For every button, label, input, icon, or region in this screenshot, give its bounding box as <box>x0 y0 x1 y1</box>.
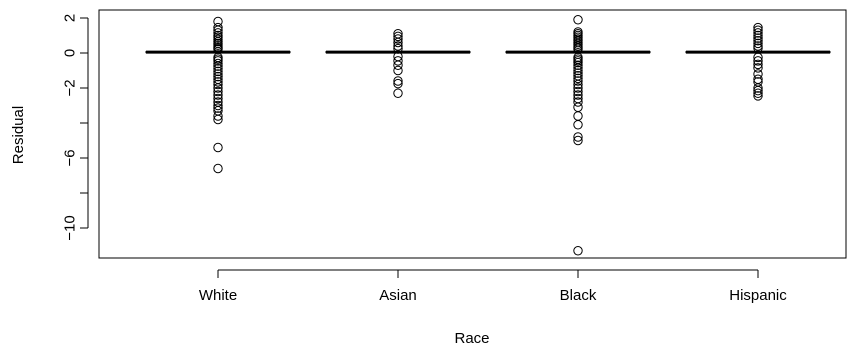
outlier-point <box>213 111 223 121</box>
y-tick-label: 0 <box>62 49 79 57</box>
x-tick-label: Black <box>560 287 597 304</box>
outlier-point <box>213 142 223 153</box>
outlier-point <box>213 83 223 93</box>
outlier-point <box>573 76 583 86</box>
outlier-point <box>213 103 223 113</box>
outlier-point <box>753 33 763 43</box>
outlier-point <box>213 61 223 71</box>
outlier-point <box>753 22 763 33</box>
outlier-point <box>573 57 583 68</box>
outlier-point <box>573 73 583 84</box>
y-tick-label: −10 <box>62 215 79 240</box>
outlier-point <box>753 88 763 98</box>
outlier-point <box>393 56 403 66</box>
outlier-point <box>213 64 223 74</box>
outlier-point <box>213 90 223 100</box>
y-axis: 2 0 −2 −6 −10 <box>62 14 89 241</box>
box-hispanic <box>685 22 831 101</box>
outlier-point <box>393 43 403 54</box>
outlier-point <box>393 76 403 86</box>
outlier-point <box>213 58 223 69</box>
outlier-point <box>753 63 763 73</box>
outlier-point <box>213 86 223 97</box>
x-tick-label: Asian <box>379 287 417 304</box>
box-black <box>505 15 651 256</box>
outlier-point <box>573 68 583 78</box>
outlier-point <box>753 36 763 46</box>
outlier-point <box>213 114 223 125</box>
outlier-point <box>573 135 583 146</box>
outlier-point <box>753 25 763 35</box>
outlier-point <box>213 56 223 66</box>
outlier-point <box>573 120 583 130</box>
outlier-point <box>213 25 223 35</box>
outlier-point <box>213 71 223 82</box>
box-white <box>145 16 291 174</box>
outlier-point <box>573 90 583 100</box>
x-tick-label: White <box>199 287 237 304</box>
outlier-point <box>393 31 403 42</box>
outlier-point <box>753 30 763 41</box>
outlier-point <box>753 38 763 49</box>
outlier-point <box>393 65 403 76</box>
outlier-point <box>753 69 763 79</box>
outlier-point <box>573 65 583 76</box>
outlier-point <box>753 59 763 70</box>
outlier-point <box>573 86 583 97</box>
plot-frame <box>98 9 847 259</box>
outlier-point <box>573 83 583 93</box>
outlier-point <box>753 85 763 96</box>
outlier-point <box>213 69 223 79</box>
box-asian <box>325 29 471 98</box>
outlier-point <box>573 111 583 121</box>
outlier-point <box>213 163 223 174</box>
outlier-point <box>573 60 583 70</box>
outlier-point <box>393 34 403 44</box>
outlier-point <box>573 102 583 112</box>
outlier-point <box>753 28 763 38</box>
outlier-point <box>213 79 223 90</box>
outlier-point <box>393 60 403 70</box>
outlier-point <box>213 93 223 104</box>
outlier-point <box>393 88 403 98</box>
outlier-point <box>213 77 223 87</box>
outlier-point <box>753 52 763 63</box>
outlier-point <box>573 15 583 25</box>
outlier-point <box>393 41 403 51</box>
boxplot-series <box>145 15 831 256</box>
outlier-point <box>573 97 583 107</box>
y-tick-label: −2 <box>62 79 79 96</box>
outlier-point <box>753 56 763 66</box>
outlier-point <box>573 63 583 73</box>
outlier-point <box>753 83 763 93</box>
outlier-point <box>753 43 763 53</box>
x-tick-label: Hispanic <box>729 287 787 304</box>
outlier-point <box>213 100 223 111</box>
x-axis-title: Race <box>454 330 489 347</box>
outlier-point <box>573 132 583 142</box>
outlier-point <box>573 79 583 90</box>
y-axis-title: Residual <box>10 106 27 164</box>
outlier-point <box>213 22 223 33</box>
outlier-point <box>753 91 763 101</box>
outlier-point <box>213 66 223 77</box>
outlier-point <box>393 78 403 89</box>
outlier-point <box>393 37 403 48</box>
outlier-point <box>573 246 583 256</box>
x-axis: White Asian Black Hispanic <box>199 269 787 304</box>
y-tick-label: 2 <box>62 14 79 22</box>
y-tick-label: −6 <box>62 149 79 166</box>
